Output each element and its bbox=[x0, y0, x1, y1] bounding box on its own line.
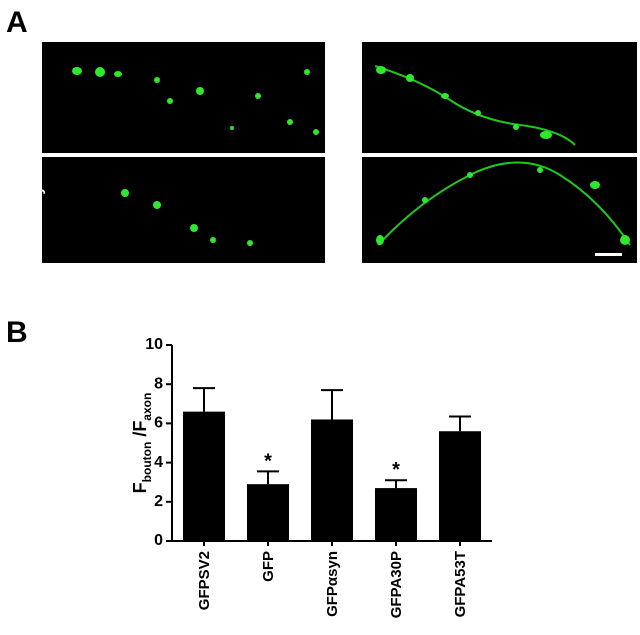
bar bbox=[183, 411, 225, 541]
image bbox=[362, 157, 637, 263]
error-bar bbox=[193, 387, 215, 412]
bar bbox=[375, 488, 417, 541]
y-tick-label: 6 bbox=[154, 415, 163, 432]
significance: * bbox=[264, 450, 272, 472]
y-tick-label: 10 bbox=[145, 336, 163, 353]
y-axis-label: Fbouton /Faxon bbox=[130, 393, 154, 494]
error-bar bbox=[449, 415, 471, 432]
bar bbox=[439, 431, 481, 541]
image-label: GFPA30P bbox=[347, 176, 364, 243]
x-tick-label: GFPSV2 bbox=[196, 551, 213, 610]
micrographs: GFPSV2 GFP GFPαsyn GFPA30P bbox=[29, 42, 637, 263]
panel-label: A bbox=[6, 6, 28, 39]
x-tick-label: GFPαsyn bbox=[324, 551, 341, 617]
y-tick-label: 2 bbox=[154, 493, 163, 510]
bar bbox=[311, 419, 353, 541]
error-bar bbox=[321, 389, 343, 420]
puncta bbox=[72, 65, 631, 256]
bar bbox=[247, 484, 289, 541]
y-tick-label: 0 bbox=[154, 532, 163, 549]
y-tick-label: 4 bbox=[154, 454, 163, 471]
image-label: GFP bbox=[347, 83, 364, 114]
error-bar bbox=[257, 470, 279, 485]
panel-label: B bbox=[6, 316, 28, 349]
y-tick-label: 8 bbox=[154, 375, 163, 392]
image bbox=[42, 157, 325, 263]
x-tick-label: GFPA53T bbox=[452, 551, 469, 617]
x-tick-label: GFPA30P bbox=[388, 551, 405, 618]
x-tick-label: GFP bbox=[260, 551, 277, 582]
image-label: GFPSV2 bbox=[29, 68, 46, 127]
significance: * bbox=[392, 459, 400, 481]
error-bar bbox=[385, 479, 407, 489]
image bbox=[362, 42, 637, 153]
image-label: GFPαsyn bbox=[29, 177, 46, 243]
image bbox=[42, 42, 325, 153]
